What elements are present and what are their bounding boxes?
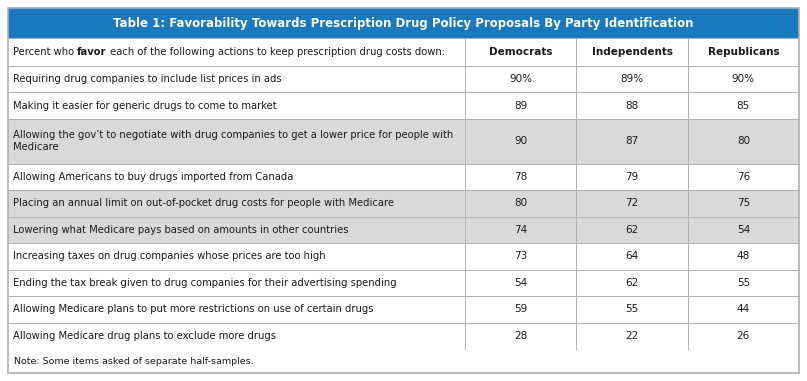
Text: Making it easier for generic drugs to come to market: Making it easier for generic drugs to co… <box>13 101 277 111</box>
Bar <box>8 8 799 38</box>
Text: Allowing Medicare drug plans to exclude more drugs: Allowing Medicare drug plans to exclude … <box>13 331 276 341</box>
Text: Independents: Independents <box>592 47 672 57</box>
Text: 72: 72 <box>625 199 638 208</box>
Text: 48: 48 <box>737 251 750 261</box>
Bar <box>8 93 799 119</box>
Bar <box>8 190 799 217</box>
Text: Increasing taxes on drug companies whose prices are too high: Increasing taxes on drug companies whose… <box>13 251 326 261</box>
Text: 87: 87 <box>625 136 638 146</box>
Text: Allowing Americans to buy drugs imported from Canada: Allowing Americans to buy drugs imported… <box>13 172 294 182</box>
Text: 62: 62 <box>625 278 638 288</box>
Text: 59: 59 <box>514 304 528 314</box>
Text: favor: favor <box>77 47 107 57</box>
Text: each of the following actions to keep prescription drug costs down:: each of the following actions to keep pr… <box>107 47 445 57</box>
Text: Table 1: Favorability Towards Prescription Drug Policy Proposals By Party Identi: Table 1: Favorability Towards Prescripti… <box>113 16 694 29</box>
Bar <box>8 349 799 373</box>
Text: 44: 44 <box>737 304 750 314</box>
Text: 80: 80 <box>737 136 750 146</box>
Text: 55: 55 <box>737 278 750 288</box>
Text: 79: 79 <box>625 172 638 182</box>
Text: 22: 22 <box>625 331 638 341</box>
Text: 62: 62 <box>625 225 638 235</box>
Text: 90%: 90% <box>509 74 533 84</box>
Text: 89%: 89% <box>621 74 644 84</box>
Bar <box>8 164 799 190</box>
Bar <box>8 243 799 270</box>
Text: Medicare: Medicare <box>13 142 59 152</box>
Bar <box>8 323 799 349</box>
Bar <box>8 217 799 243</box>
Text: Note: Some items asked of separate half-samples.: Note: Some items asked of separate half-… <box>14 357 253 365</box>
Text: 80: 80 <box>514 199 528 208</box>
Text: 54: 54 <box>737 225 750 235</box>
Text: 75: 75 <box>737 199 750 208</box>
Bar <box>8 270 799 296</box>
Bar <box>8 119 799 164</box>
Text: 76: 76 <box>737 172 750 182</box>
Bar <box>8 66 799 93</box>
Text: 26: 26 <box>737 331 750 341</box>
Text: Requiring drug companies to include list prices in ads: Requiring drug companies to include list… <box>13 74 282 84</box>
Text: 90%: 90% <box>732 74 755 84</box>
Bar <box>8 38 799 66</box>
Text: Ending the tax break given to drug companies for their advertising spending: Ending the tax break given to drug compa… <box>13 278 396 288</box>
Text: 55: 55 <box>625 304 638 314</box>
Text: 90: 90 <box>514 136 528 146</box>
Text: Allowing the gov’t to negotiate with drug companies to get a lower price for peo: Allowing the gov’t to negotiate with dru… <box>13 130 454 140</box>
Text: 85: 85 <box>737 101 750 111</box>
Text: Democrats: Democrats <box>489 47 553 57</box>
Text: 89: 89 <box>514 101 528 111</box>
Text: 74: 74 <box>514 225 528 235</box>
Text: Republicans: Republicans <box>708 47 780 57</box>
Text: 88: 88 <box>625 101 638 111</box>
Text: Percent who: Percent who <box>13 47 77 57</box>
Text: 64: 64 <box>625 251 638 261</box>
Text: Lowering what Medicare pays based on amounts in other countries: Lowering what Medicare pays based on amo… <box>13 225 349 235</box>
Text: 78: 78 <box>514 172 528 182</box>
Text: Placing an annual limit on out-of-pocket drug costs for people with Medicare: Placing an annual limit on out-of-pocket… <box>13 199 394 208</box>
Text: 73: 73 <box>514 251 528 261</box>
Text: Allowing Medicare plans to put more restrictions on use of certain drugs: Allowing Medicare plans to put more rest… <box>13 304 374 314</box>
Text: 54: 54 <box>514 278 528 288</box>
Text: 28: 28 <box>514 331 528 341</box>
Bar <box>8 296 799 323</box>
